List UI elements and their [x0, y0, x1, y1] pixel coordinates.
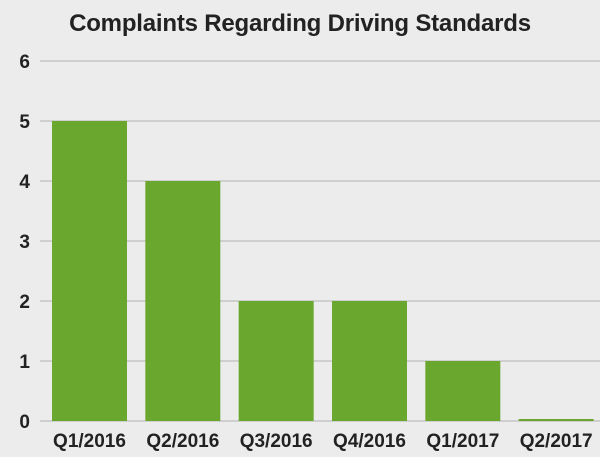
bar: [52, 121, 127, 421]
x-tick-label: Q1/2016: [53, 431, 126, 452]
y-tick-label: 1: [19, 352, 30, 373]
y-tick-label: 4: [19, 172, 30, 193]
bar: [145, 181, 221, 421]
bar: [518, 419, 594, 421]
bars: [52, 121, 594, 421]
bar: [332, 301, 407, 421]
y-tick-label: 3: [19, 232, 30, 253]
x-tick-label: Q4/2016: [333, 431, 406, 452]
x-axis-ticks: Q1/2016 Q2/2016 Q3/2016 Q4/2016 Q1/2017 Q2/20…: [53, 431, 593, 452]
x-tick-label: Q2/2016: [146, 431, 219, 452]
x-tick-label: Q1/2017: [426, 431, 499, 452]
gridlines: [40, 60, 600, 422]
y-axis-ticks: 0 1 2 3 4 5 6: [19, 52, 30, 433]
bar: [425, 361, 501, 421]
y-tick-label: 5: [19, 112, 30, 133]
chart-title: Complaints Regarding Driving Standards: [69, 10, 531, 37]
bar: [238, 301, 314, 421]
y-tick-label: 2: [19, 292, 30, 313]
x-tick-label: Q3/2016: [240, 431, 313, 452]
y-tick-label: 0: [19, 412, 30, 433]
x-tick-label: Q2/2017: [520, 431, 593, 452]
y-tick-label: 6: [19, 52, 30, 73]
